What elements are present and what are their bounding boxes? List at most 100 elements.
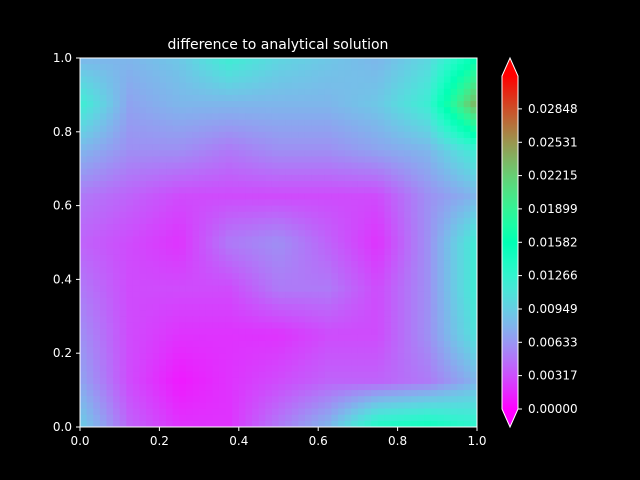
- heat-cell: [457, 260, 465, 268]
- heat-cell: [404, 396, 412, 403]
- heat-cell: [218, 285, 227, 293]
- heat-cell: [139, 64, 147, 71]
- heat-cell: [232, 347, 240, 354]
- heat-cell: [304, 396, 313, 403]
- heat-cell: [185, 310, 194, 317]
- heat-cell: [86, 58, 94, 65]
- heat-cell: [172, 267, 180, 274]
- heat-cell: [185, 291, 194, 299]
- heat-cell: [331, 162, 339, 170]
- heat-cell: [126, 322, 134, 330]
- heat-cell: [450, 88, 458, 96]
- heat-cell: [377, 107, 385, 114]
- heat-cell: [338, 254, 346, 262]
- heat-cell: [93, 76, 101, 84]
- heat-cell: [126, 82, 134, 90]
- heat-cell: [338, 334, 346, 342]
- heat-cell: [344, 285, 352, 293]
- heat-cell: [311, 260, 319, 268]
- heat-cell: [106, 402, 114, 410]
- heat-cell: [344, 365, 352, 373]
- heat-cell: [146, 64, 154, 71]
- heat-cell: [470, 58, 477, 65]
- heat-cell: [285, 316, 293, 324]
- heat-cell: [106, 248, 114, 256]
- heat-cell: [99, 82, 108, 90]
- heat-cell: [86, 420, 94, 427]
- heat-cell: [357, 390, 366, 397]
- heat-cell: [457, 64, 465, 71]
- heat-cell: [278, 248, 286, 256]
- heat-cell: [258, 310, 266, 317]
- heat-cell: [172, 162, 180, 170]
- heat-cell: [113, 273, 121, 280]
- heat-cell: [139, 242, 147, 250]
- heat-cell: [113, 347, 121, 354]
- heat-cell: [113, 156, 121, 164]
- heat-cell: [357, 217, 366, 225]
- heat-cell: [457, 211, 465, 219]
- heat-cell: [437, 242, 445, 250]
- heat-cell: [265, 224, 273, 231]
- heat-cell: [132, 64, 141, 71]
- heat-cell: [119, 260, 127, 268]
- heat-cell: [331, 353, 339, 360]
- heat-cell: [278, 279, 286, 287]
- heat-cell: [126, 88, 134, 96]
- heat-cell: [192, 347, 200, 354]
- heat-cell: [152, 193, 160, 201]
- heat-cell: [470, 101, 477, 108]
- heat-cell: [410, 150, 419, 157]
- heat-cell: [377, 150, 385, 157]
- heat-cell: [311, 125, 319, 133]
- heat-cell: [424, 211, 432, 219]
- heat-cell: [212, 156, 220, 164]
- heat-cell: [93, 359, 101, 367]
- heat-cell: [185, 211, 194, 219]
- heat-cell: [417, 420, 425, 427]
- heat-cell: [397, 150, 405, 157]
- heat-cell: [86, 322, 94, 330]
- heat-cell: [338, 137, 346, 145]
- heat-cell: [93, 414, 101, 422]
- heat-cell: [106, 340, 114, 348]
- heat-cell: [278, 254, 286, 262]
- heat-cell: [311, 371, 319, 379]
- heat-cell: [80, 273, 88, 280]
- heat-cell: [437, 371, 445, 379]
- heat-cell: [357, 260, 366, 268]
- heat-cell: [344, 162, 352, 170]
- heat-cell: [113, 377, 121, 385]
- heat-cell: [199, 396, 207, 403]
- heat-cell: [166, 248, 174, 256]
- heat-cell: [390, 310, 399, 317]
- heat-cell: [99, 58, 108, 65]
- heat-cell: [179, 144, 187, 151]
- heat-cell: [218, 273, 227, 280]
- heat-cell: [324, 390, 333, 397]
- heat-cell: [384, 322, 392, 330]
- heat-cell: [271, 396, 280, 403]
- heat-cell: [218, 230, 227, 237]
- heat-cell: [324, 199, 333, 207]
- heat-cell: [397, 310, 405, 317]
- heat-cell: [397, 236, 405, 244]
- heat-cell: [331, 279, 339, 287]
- heat-cell: [225, 377, 233, 385]
- heat-cell: [159, 340, 167, 348]
- heat-cell: [139, 359, 147, 367]
- heat-cell: [126, 181, 134, 188]
- heat-cell: [351, 322, 359, 330]
- heat-cell: [457, 310, 465, 317]
- heat-cell: [437, 94, 445, 102]
- heat-cell: [159, 230, 167, 237]
- heat-cell: [324, 248, 333, 256]
- heat-cell: [430, 279, 438, 287]
- heat-cell: [172, 58, 180, 65]
- heat-cell: [430, 359, 438, 367]
- heat-cell: [106, 70, 114, 78]
- heat-cell: [232, 187, 240, 194]
- heat-cell: [437, 328, 445, 336]
- heat-cell: [126, 260, 134, 268]
- heat-cell: [166, 254, 174, 262]
